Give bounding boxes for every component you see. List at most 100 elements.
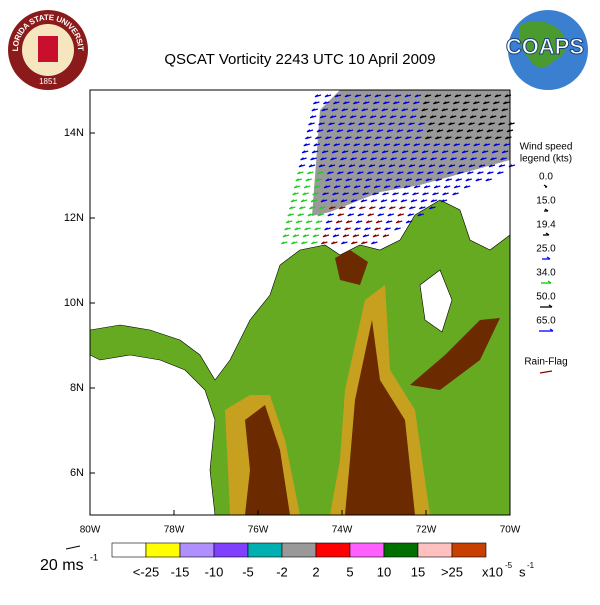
wind-arrow-head (431, 150, 436, 154)
wind-arrow-head (311, 241, 315, 245)
wind-arrow-head (407, 213, 412, 217)
wind-arrow-head (282, 234, 287, 238)
wind-arrow-head (434, 94, 439, 98)
wind-arrow-head (358, 164, 363, 168)
globe-land (518, 21, 567, 68)
wind-arrow-head (319, 206, 323, 210)
wind-arrow-head (500, 157, 504, 161)
wind-arrow-head (453, 101, 457, 105)
wind-arrow-head (303, 185, 308, 189)
wind-arrow-head (485, 178, 490, 182)
wind-arrow-head (323, 185, 328, 189)
wind-arrow-head (311, 150, 316, 154)
wind-arrow-head (430, 157, 434, 161)
colorbar-box (213, 542, 249, 558)
wind-arrow-head (284, 227, 288, 231)
wind-arrow-head (347, 213, 352, 217)
wind-arrow-head (396, 129, 401, 133)
wind-arrow-head (483, 143, 488, 147)
wind-arrow-head (383, 185, 388, 189)
wind-arrow-head (341, 150, 346, 154)
wind-arrow-head (415, 136, 419, 140)
wind-arrow-head (504, 94, 509, 98)
wind-arrow-head (440, 199, 445, 203)
wind-arrow-head (363, 143, 368, 147)
wind-arrow-head (423, 185, 428, 189)
wind-arrow-head (329, 206, 333, 210)
wind-arrow-head (323, 101, 327, 105)
wind-arrow-head (307, 171, 311, 175)
title: QSCAT Vorticity 2243 UTC 10 April 2009 (164, 51, 435, 68)
wind-arrow-head (450, 157, 454, 161)
wind-arrow-head (391, 150, 396, 154)
wind-arrow-head (486, 129, 491, 133)
wind-arrow-head (475, 136, 479, 140)
wind-arrow-head (315, 220, 320, 224)
wind-arrow-head (355, 136, 359, 140)
wind-arrow-head (449, 115, 454, 119)
wind-arrow-head (376, 129, 381, 133)
wind-arrow-head (370, 157, 374, 161)
colorbar-box (417, 542, 453, 558)
wind-arrow-head (355, 220, 360, 224)
wind-arrow-head (342, 234, 347, 238)
wind-arrow-head (420, 157, 424, 161)
wind-arrow-head (451, 150, 456, 154)
lon-label: 70W (500, 525, 521, 536)
wind-arrow-head (325, 178, 330, 182)
wind-arrow-head (403, 101, 407, 105)
legend-label: 0.0 (539, 172, 553, 183)
wind-arrow-head (454, 94, 459, 98)
legend-label: Rain-Flag (524, 357, 567, 368)
wind-arrow-head (418, 122, 422, 126)
colorbar-unit2-exp: -1 (527, 561, 535, 570)
wind-arrow-head (313, 185, 318, 189)
wind-arrow-head (439, 115, 444, 119)
colorbar-label: 10 (377, 564, 391, 579)
legend-arrow-head (546, 256, 551, 260)
wind-arrow-head (390, 157, 394, 161)
wind-arrow-head (447, 171, 451, 175)
wind-arrow-head (475, 178, 480, 182)
wind-arrow-head (453, 185, 458, 189)
wind-arrow-head (495, 136, 499, 140)
wind-arrow-head (378, 122, 382, 126)
wind-arrow-head (292, 192, 296, 196)
wind-arrow-head (413, 101, 417, 105)
wind-arrow-head (305, 178, 310, 182)
wind-arrow-head (308, 122, 312, 126)
wind-arrow-head (330, 157, 334, 161)
wind-arrow-head (471, 108, 476, 112)
wind-arrow-head (503, 101, 507, 105)
wind-arrow-head (394, 227, 398, 231)
wind-arrow-head (493, 101, 497, 105)
wind-arrow-head (344, 94, 349, 98)
wind-arrow-head (331, 108, 336, 112)
wind-arrow-head (395, 136, 399, 140)
wind-arrow-head (470, 157, 474, 161)
wind-arrow-head (301, 150, 306, 154)
wind-arrow-head (485, 136, 489, 140)
wind-arrow-head (379, 115, 384, 119)
wind-arrow-head (302, 234, 307, 238)
wind-arrow-head (337, 171, 341, 175)
wind-arrow-head (357, 171, 361, 175)
wind-arrow-head (440, 157, 444, 161)
wind-arrow-head (425, 136, 429, 140)
wind-arrow-head (391, 108, 396, 112)
wind-arrow-head (436, 129, 441, 133)
wind-arrow-head (300, 199, 305, 203)
wind-arrow-head (395, 220, 400, 224)
wind-arrow-head (324, 227, 328, 231)
wind-arrow-head (312, 192, 316, 196)
wind-arrow-head (328, 164, 333, 168)
wind-arrow-head (365, 220, 370, 224)
lon-label: 80W (80, 525, 101, 536)
wind-arrow-head (468, 164, 473, 168)
wind-arrow-head (385, 178, 390, 182)
wind-arrow-head (402, 192, 406, 196)
wind-arrow-head (401, 108, 406, 112)
wind-arrow-head (300, 157, 304, 161)
wind-arrow-head (417, 213, 422, 217)
lat-label: 8N (70, 382, 84, 394)
